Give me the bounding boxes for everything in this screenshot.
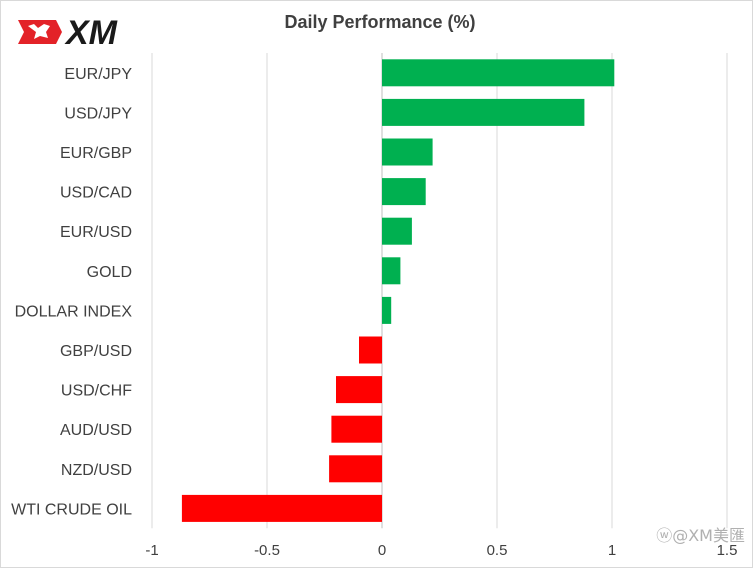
- bar: [331, 415, 382, 443]
- category-label: EUR/JPY: [64, 66, 132, 83]
- bar: [382, 296, 392, 324]
- category-label: GBP/USD: [60, 343, 132, 360]
- bar: [329, 455, 382, 483]
- category-label: NZD/USD: [61, 462, 132, 479]
- logo-text: XM: [64, 14, 118, 52]
- category-label: USD/CHF: [61, 383, 132, 400]
- bull-logo-icon: XM: [18, 14, 118, 52]
- x-tick-label: -1: [145, 542, 158, 559]
- chart-title: Daily Performance (%): [284, 12, 476, 32]
- bar: [382, 138, 433, 166]
- bar: [382, 217, 412, 245]
- bar: [382, 59, 615, 87]
- x-tick-label: 0.5: [487, 542, 508, 559]
- bar: [359, 336, 382, 364]
- category-label: WTI CRUDE OIL: [11, 501, 132, 518]
- category-label: USD/JPY: [64, 105, 132, 122]
- watermark: ⓦ@XM美匯: [656, 522, 745, 546]
- watermark-text: @XM美匯: [672, 526, 745, 545]
- x-tick-label: 0: [378, 542, 386, 559]
- bar: [382, 257, 401, 285]
- x-tick-label: -0.5: [254, 542, 280, 559]
- xm-logo: XM: [16, 12, 156, 52]
- bar: [382, 178, 426, 206]
- category-label: EUR/GBP: [60, 145, 132, 162]
- category-label: DOLLAR INDEX: [15, 303, 133, 320]
- bar: [336, 376, 382, 404]
- category-label: USD/CAD: [60, 185, 132, 202]
- category-label: GOLD: [87, 264, 132, 281]
- category-label: AUD/USD: [60, 422, 132, 439]
- category-label: EUR/USD: [60, 224, 132, 241]
- bar: [181, 494, 382, 522]
- x-tick-label: 1: [608, 542, 616, 559]
- x-tick-label: 1.5: [717, 542, 738, 559]
- weibo-icon: ⓦ: [656, 526, 673, 545]
- bar: [382, 98, 585, 126]
